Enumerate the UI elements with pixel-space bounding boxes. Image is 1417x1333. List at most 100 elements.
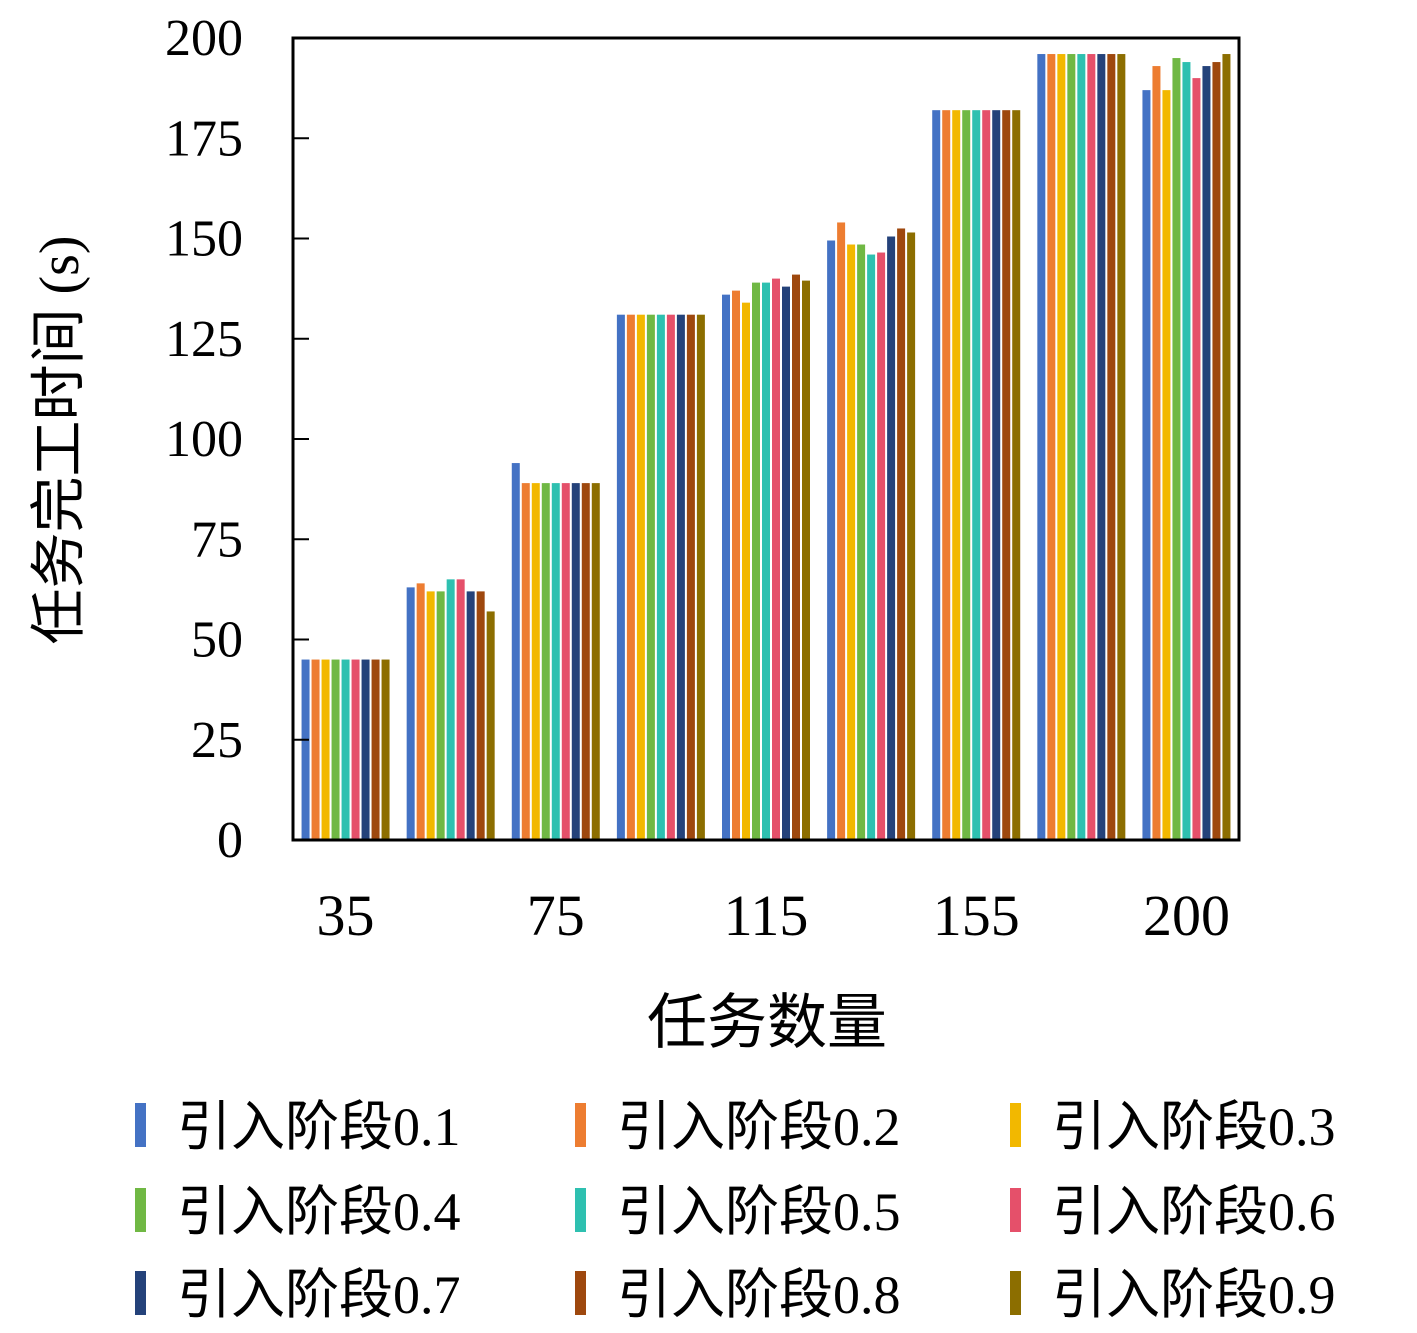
bar: [877, 252, 886, 840]
bar: [416, 583, 425, 840]
legend-item: 引入阶段0.7: [135, 1265, 461, 1325]
legend-swatch: [1010, 1271, 1021, 1315]
bar: [626, 314, 635, 840]
bar: [1222, 54, 1231, 841]
bar: [942, 110, 951, 841]
bar: [1012, 110, 1021, 841]
bar: [1162, 90, 1171, 840]
bar: [321, 659, 330, 840]
bar: [772, 278, 780, 841]
x-tick-label: 155: [933, 883, 1020, 948]
bar: [581, 483, 590, 840]
bar: [666, 314, 675, 840]
bar: [762, 282, 770, 840]
bar: [1212, 62, 1221, 841]
bar: [331, 659, 340, 840]
x-tick-label: 200: [1143, 883, 1230, 948]
bar: [1202, 66, 1211, 840]
bar: [686, 314, 695, 840]
y-tick-label: 100: [165, 411, 243, 468]
bar: [1182, 62, 1191, 841]
bars: [301, 54, 1231, 841]
legend-item: 引入阶段0.2: [575, 1097, 901, 1157]
bar: [676, 314, 685, 840]
y-tick-label: 125: [165, 311, 243, 368]
legend-swatch: [135, 1271, 146, 1315]
bar: [992, 110, 1001, 841]
bar: [982, 110, 991, 841]
bar: [972, 110, 981, 841]
bar: [561, 483, 570, 840]
bar: [962, 110, 971, 841]
bar: [792, 274, 800, 841]
bar: [466, 591, 475, 840]
bar: [1097, 54, 1106, 841]
legend: 引入阶段0.1 引入阶段0.2 引入阶段0.3 引入阶段0.4 引入阶段0.5 引入阶段0…: [135, 1097, 1336, 1325]
bar: [782, 286, 790, 840]
bar: [646, 314, 655, 840]
bar: [1172, 58, 1181, 841]
bar: [426, 591, 435, 840]
bar: [456, 579, 465, 840]
legend-swatch: [135, 1103, 146, 1147]
legend-label: 引入阶段0.9: [1052, 1265, 1336, 1325]
x-tick-label: 115: [724, 883, 809, 948]
x-axis-label: 任务数量: [647, 990, 887, 1056]
legend-swatch: [135, 1188, 146, 1232]
bar: [511, 463, 520, 840]
bar: [1192, 78, 1201, 841]
bar: [381, 659, 390, 840]
legend-label: 引入阶段0.8: [617, 1265, 901, 1325]
bar: [1057, 54, 1066, 841]
legend-label: 引入阶段0.4: [177, 1182, 461, 1242]
bar: [1107, 54, 1116, 841]
bar: [1087, 54, 1096, 841]
bar: [696, 314, 705, 840]
bar: [1002, 110, 1011, 841]
bar: [301, 659, 310, 840]
bar: [907, 232, 916, 841]
bar: [1067, 54, 1076, 841]
bar: [616, 314, 625, 840]
bar: [1037, 54, 1046, 841]
bar: [1152, 66, 1161, 840]
y-tick-label: 150: [165, 211, 243, 268]
bar: [361, 659, 370, 840]
bar: [341, 659, 350, 840]
bar: [752, 282, 760, 840]
legend-swatch: [1010, 1188, 1021, 1232]
bar: [351, 659, 360, 840]
bar: [531, 483, 540, 840]
bar: [521, 483, 530, 840]
bar: [887, 236, 896, 840]
bar: [847, 244, 856, 840]
bar: [571, 483, 580, 840]
y-axis-label: 任务完工时间 (s): [29, 235, 91, 644]
y-tick-label: 25: [191, 712, 243, 769]
legend-item: 引入阶段0.6: [1010, 1182, 1336, 1242]
bar: [406, 587, 415, 840]
bar: [486, 611, 495, 840]
bar: [1047, 54, 1056, 841]
bar: [837, 222, 846, 840]
legend-swatch: [575, 1271, 586, 1315]
y-axis: 0 25 50 75 100 125 150 175 200: [165, 10, 309, 869]
bar: [722, 294, 730, 840]
y-tick-label: 50: [191, 612, 243, 669]
bar: [1077, 54, 1086, 841]
legend-label: 引入阶段0.1: [177, 1097, 461, 1157]
legend-item: 引入阶段0.9: [1010, 1265, 1336, 1325]
legend-swatch: [1010, 1103, 1021, 1147]
bar: [742, 302, 750, 840]
legend-item: 引入阶段0.8: [575, 1265, 901, 1325]
legend-label: 引入阶段0.2: [617, 1097, 901, 1157]
bar: [1142, 90, 1151, 840]
bar: [952, 110, 961, 841]
legend-swatch: [575, 1188, 586, 1232]
x-axis: 35 75 115 155 200: [317, 883, 1230, 948]
bar: [446, 579, 455, 840]
bar: [656, 314, 665, 840]
legend-item: 引入阶段0.5: [575, 1182, 901, 1242]
bar: [827, 240, 836, 840]
